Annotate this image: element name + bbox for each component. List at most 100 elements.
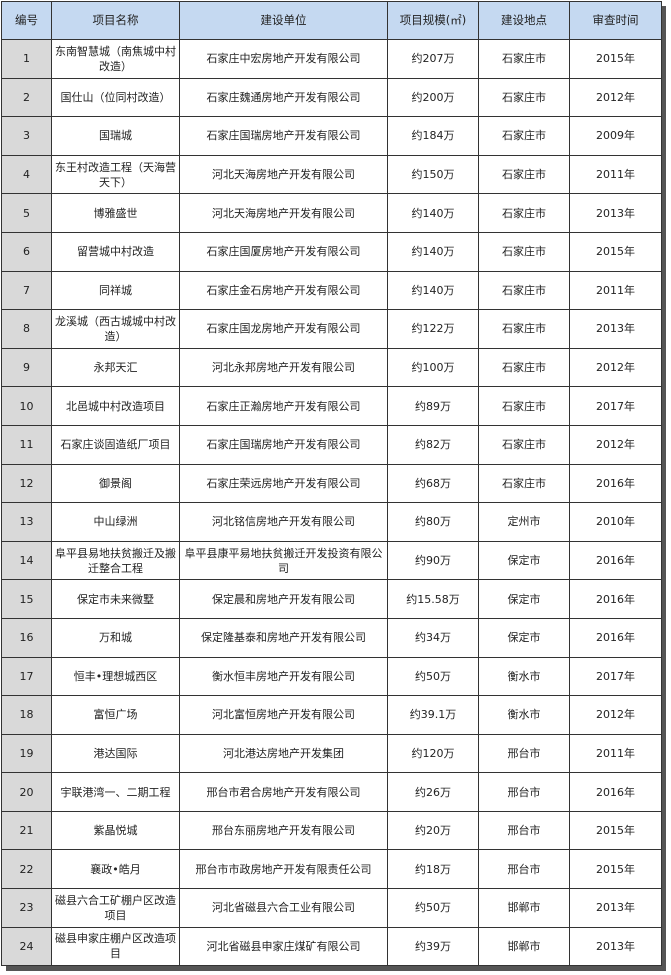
cell-scale: 约200万 bbox=[387, 77, 479, 118]
table-row: 13 中山绿洲 河北铭信房地产开发有限公司 约80万 定州市 2010年 bbox=[1, 502, 662, 542]
cell-scale: 约50万 bbox=[387, 888, 479, 928]
table-row: 11 石家庄谈固造纸厂项目 石家庄国瑞房地产开发有限公司 约82万 石家庄市 2012年 bbox=[1, 424, 662, 465]
cell-location: 石家庄市 bbox=[478, 463, 570, 504]
cell-review-date: 2015年 bbox=[569, 849, 662, 890]
cell-scale: 约34万 bbox=[387, 617, 479, 658]
cell-developer: 河北省磁县六合工业有限公司 bbox=[179, 888, 388, 928]
cell-review-date: 2016年 bbox=[569, 540, 662, 581]
table-row: 24 磁县申家庄棚户区改造项目 河北省磁县申家庄煤矿有限公司 约39万 邯郸市 2013年 bbox=[1, 926, 662, 967]
cell-project-name: 宇联港湾一、二期工程 bbox=[51, 772, 180, 812]
cell-scale: 约90万 bbox=[387, 540, 479, 581]
table-row: 1 东南智慧城（南焦城中村改造） 石家庄中宏房地产开发有限公司 约207万 石家庄市 20… bbox=[1, 39, 662, 79]
cell-location: 邢台市 bbox=[478, 733, 570, 774]
project-table: 编号 项目名称 建设单位 项目规模(㎡) 建设地点 审查时间 1 东南智慧城（南焦… bbox=[1, 1, 662, 967]
cell-review-date: 2015年 bbox=[569, 231, 662, 272]
cell-location: 邢台市 bbox=[478, 849, 570, 890]
cell-scale: 约82万 bbox=[387, 424, 479, 465]
cell-review-date: 2017年 bbox=[569, 656, 662, 697]
cell-developer: 河北富恒房地产开发有限公司 bbox=[179, 695, 388, 735]
cell-scale: 约150万 bbox=[387, 154, 479, 195]
cell-review-date: 2012年 bbox=[569, 695, 662, 735]
table-row: 15 保定市未来微墅 保定晨和房地产开发有限公司 约15.58万 保定市 2016年 bbox=[1, 579, 662, 619]
cell-scale: 约89万 bbox=[387, 386, 479, 426]
cell-scale: 约50万 bbox=[387, 656, 479, 697]
project-table-container: 编号 项目名称 建设单位 项目规模(㎡) 建设地点 审查时间 1 东南智慧城（南焦… bbox=[1, 1, 662, 967]
cell-number: 5 bbox=[1, 193, 52, 233]
cell-developer: 阜平县康平易地扶贫搬迁开发投资有限公司 bbox=[179, 540, 388, 581]
table-row: 17 恒丰•理想城西区 衡水恒丰房地产开发有限公司 约50万 衡水市 2017年 bbox=[1, 656, 662, 697]
cell-location: 石家庄市 bbox=[478, 77, 570, 118]
cell-project-name: 磁县申家庄棚户区改造项目 bbox=[51, 926, 180, 967]
cell-number: 2 bbox=[1, 77, 52, 118]
cell-developer: 衡水恒丰房地产开发有限公司 bbox=[179, 656, 388, 697]
cell-number: 17 bbox=[1, 656, 52, 697]
cell-review-date: 2012年 bbox=[569, 424, 662, 465]
cell-developer: 河北永邦房地产开发有限公司 bbox=[179, 347, 388, 388]
cell-review-date: 2013年 bbox=[569, 888, 662, 928]
table-row: 18 富恒广场 河北富恒房地产开发有限公司 约39.1万 衡水市 2012年 bbox=[1, 695, 662, 735]
cell-developer: 河北天海房地产开发有限公司 bbox=[179, 193, 388, 233]
cell-review-date: 2012年 bbox=[569, 347, 662, 388]
cell-number: 8 bbox=[1, 309, 52, 349]
cell-location: 邯郸市 bbox=[478, 926, 570, 967]
cell-developer: 河北铭信房地产开发有限公司 bbox=[179, 502, 388, 542]
cell-location: 石家庄市 bbox=[478, 116, 570, 156]
cell-review-date: 2011年 bbox=[569, 733, 662, 774]
cell-developer: 河北天海房地产开发有限公司 bbox=[179, 154, 388, 195]
cell-project-name: 国瑞城 bbox=[51, 116, 180, 156]
cell-number: 14 bbox=[1, 540, 52, 581]
cell-developer: 石家庄金石房地产开发有限公司 bbox=[179, 270, 388, 311]
cell-developer: 邢台市市政房地产开发有限责任公司 bbox=[179, 849, 388, 890]
cell-review-date: 2011年 bbox=[569, 270, 662, 311]
cell-number: 7 bbox=[1, 270, 52, 311]
cell-scale: 约39万 bbox=[387, 926, 479, 967]
cell-location: 石家庄市 bbox=[478, 386, 570, 426]
cell-project-name: 万和城 bbox=[51, 617, 180, 658]
cell-project-name: 恒丰•理想城西区 bbox=[51, 656, 180, 697]
header-review-date: 审查时间 bbox=[569, 1, 662, 40]
cell-developer: 邢台东丽房地产开发有限公司 bbox=[179, 810, 388, 851]
table-row: 9 永邦天汇 河北永邦房地产开发有限公司 约100万 石家庄市 2012年 bbox=[1, 347, 662, 388]
cell-review-date: 2015年 bbox=[569, 39, 662, 79]
header-row: 编号 项目名称 建设单位 项目规模(㎡) 建设地点 审查时间 bbox=[1, 1, 662, 40]
cell-scale: 约15.58万 bbox=[387, 579, 479, 619]
cell-number: 19 bbox=[1, 733, 52, 774]
table-row: 2 国仕山（位同村改造） 石家庄魏通房地产开发有限公司 约200万 石家庄市 2012年 bbox=[1, 77, 662, 118]
cell-number: 1 bbox=[1, 39, 52, 79]
cell-number: 23 bbox=[1, 888, 52, 928]
header-developer: 建设单位 bbox=[179, 1, 388, 40]
cell-number: 12 bbox=[1, 463, 52, 504]
cell-number: 6 bbox=[1, 231, 52, 272]
cell-developer: 保定隆基泰和房地产开发有限公司 bbox=[179, 617, 388, 658]
cell-location: 石家庄市 bbox=[478, 39, 570, 79]
table-row: 8 龙溪城（西古城城中村改造） 石家庄国龙房地产开发有限公司 约122万 石家庄市 201… bbox=[1, 309, 662, 349]
cell-project-name: 石家庄谈固造纸厂项目 bbox=[51, 424, 180, 465]
cell-location: 邢台市 bbox=[478, 810, 570, 851]
header-number: 编号 bbox=[1, 1, 52, 40]
table-row: 19 港达国际 河北港达房地产开发集团 约120万 邢台市 2011年 bbox=[1, 733, 662, 774]
cell-review-date: 2009年 bbox=[569, 116, 662, 156]
cell-scale: 约80万 bbox=[387, 502, 479, 542]
cell-scale: 约120万 bbox=[387, 733, 479, 774]
cell-number: 11 bbox=[1, 424, 52, 465]
cell-scale: 约140万 bbox=[387, 270, 479, 311]
cell-location: 石家庄市 bbox=[478, 154, 570, 195]
table-row: 4 东王村改造工程（天海营天下） 河北天海房地产开发有限公司 约150万 石家庄市 201… bbox=[1, 154, 662, 195]
cell-number: 21 bbox=[1, 810, 52, 851]
cell-number: 9 bbox=[1, 347, 52, 388]
cell-location: 衡水市 bbox=[478, 656, 570, 697]
cell-number: 22 bbox=[1, 849, 52, 890]
cell-location: 石家庄市 bbox=[478, 231, 570, 272]
cell-scale: 约68万 bbox=[387, 463, 479, 504]
cell-project-name: 阜平县易地扶贫搬迁及搬迁整合工程 bbox=[51, 540, 180, 581]
cell-location: 石家庄市 bbox=[478, 270, 570, 311]
table-row: 7 同祥城 石家庄金石房地产开发有限公司 约140万 石家庄市 2011年 bbox=[1, 270, 662, 311]
cell-project-name: 东南智慧城（南焦城中村改造） bbox=[51, 39, 180, 79]
cell-project-name: 紫晶悦城 bbox=[51, 810, 180, 851]
cell-scale: 约20万 bbox=[387, 810, 479, 851]
table-row: 10 北邑城中村改造项目 石家庄正瀚房地产开发有限公司 约89万 石家庄市 2017年 bbox=[1, 386, 662, 426]
cell-number: 15 bbox=[1, 579, 52, 619]
cell-developer: 石家庄国厦房地产开发有限公司 bbox=[179, 231, 388, 272]
cell-review-date: 2011年 bbox=[569, 154, 662, 195]
cell-developer: 石家庄中宏房地产开发有限公司 bbox=[179, 39, 388, 79]
